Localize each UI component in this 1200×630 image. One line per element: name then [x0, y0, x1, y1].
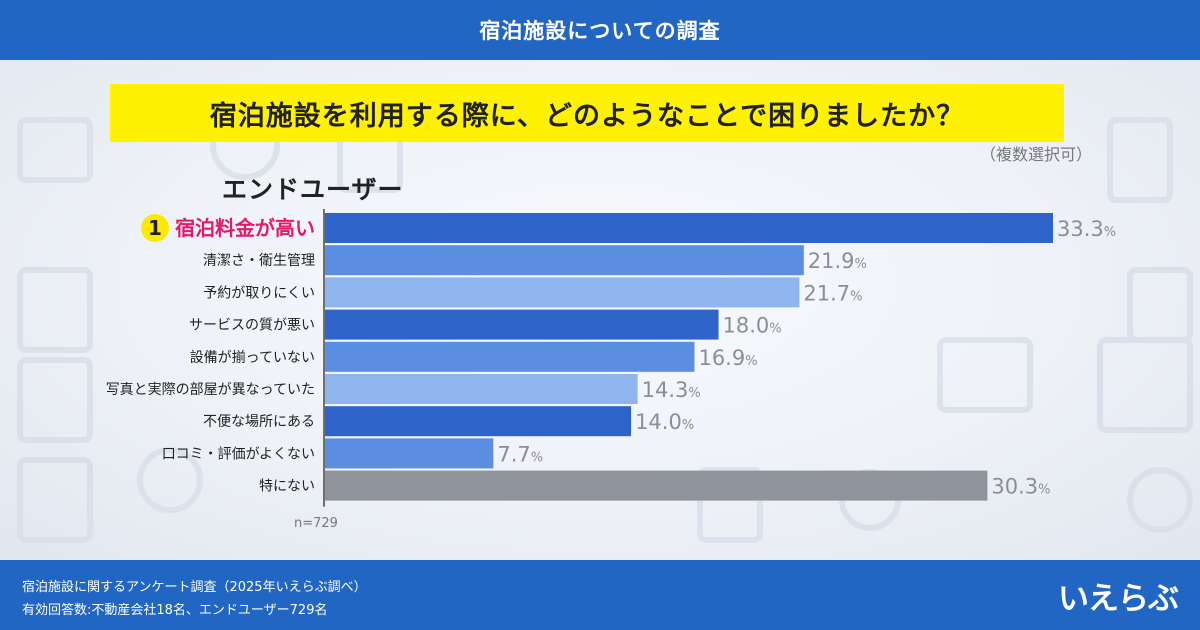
bar — [325, 470, 988, 501]
lightbulb-icon — [1127, 467, 1193, 533]
footer-bar: 宿泊施設に関するアンケート調査（2025年いえらぶ調べ） 有効回答数:不動産会社… — [0, 560, 1200, 630]
category-label: 設備が揃っていない — [190, 350, 315, 366]
header-bar: 宿泊施設についての調査 — [0, 0, 1200, 60]
bar — [325, 438, 494, 469]
page-title: 宿泊施設についての調査 — [479, 19, 721, 43]
value-label: 16.9% — [698, 346, 757, 370]
category-label: 宿泊料金が高い — [175, 216, 315, 240]
ierabu-logo: いえらぶ — [1058, 580, 1179, 617]
bar — [325, 245, 804, 276]
clock-icon — [137, 447, 203, 513]
book-icon — [17, 457, 93, 543]
clipboard-icon — [1107, 117, 1173, 203]
value-label: 18.0% — [723, 314, 782, 338]
question-text: 宿泊施設を利用する際に、どのようなことで困りましたか？ — [209, 100, 965, 132]
category-label: 写真と実際の部屋が異なっていた — [106, 382, 315, 398]
multiple-choice-note: （複数選択可） — [979, 145, 1092, 164]
category-label: 予約が取りにくい — [203, 285, 315, 301]
category-label: サービスの質が悪い — [189, 318, 315, 334]
value-label: 7.7% — [497, 442, 543, 466]
bar — [325, 406, 632, 437]
value-label: 14.3% — [642, 378, 701, 402]
bar — [325, 341, 695, 372]
rank-badge — [141, 214, 169, 242]
video-icon — [937, 337, 1033, 413]
note-icon — [697, 467, 763, 543]
value-label: 21.7% — [803, 281, 862, 305]
category-label: 清潔さ・衛生管理 — [203, 253, 315, 269]
category-label: 口コミ・評価がよくない — [162, 446, 315, 462]
value-label: 14.0% — [635, 410, 694, 434]
value-label: 30.3% — [991, 475, 1050, 499]
value-label: 21.9% — [808, 249, 867, 273]
respondent-group-title: エンドユーザー — [222, 175, 404, 204]
rank-number: 1 — [148, 216, 162, 240]
value-label: 33.3% — [1057, 217, 1116, 241]
category-label: 不便な場所にある — [203, 414, 315, 430]
bar — [325, 213, 1053, 243]
question-banner: 宿泊施設を利用する際に、どのようなことで困りましたか？ — [110, 84, 1064, 142]
sample-size-label: n=729 — [294, 516, 338, 531]
category-label: 特にない — [259, 479, 315, 495]
photo-icon — [17, 267, 93, 353]
respondents-note: 有効回答数:不動産会社18名、エンドユーザー729名 — [22, 603, 328, 618]
map-icon — [1097, 337, 1193, 433]
chart-icon — [17, 357, 93, 443]
document-icon — [17, 117, 93, 183]
bar — [325, 309, 719, 340]
bar — [325, 277, 800, 308]
source-note: 宿泊施設に関するアンケート調査（2025年いえらぶ調べ） — [22, 580, 367, 595]
bar — [325, 374, 638, 404]
